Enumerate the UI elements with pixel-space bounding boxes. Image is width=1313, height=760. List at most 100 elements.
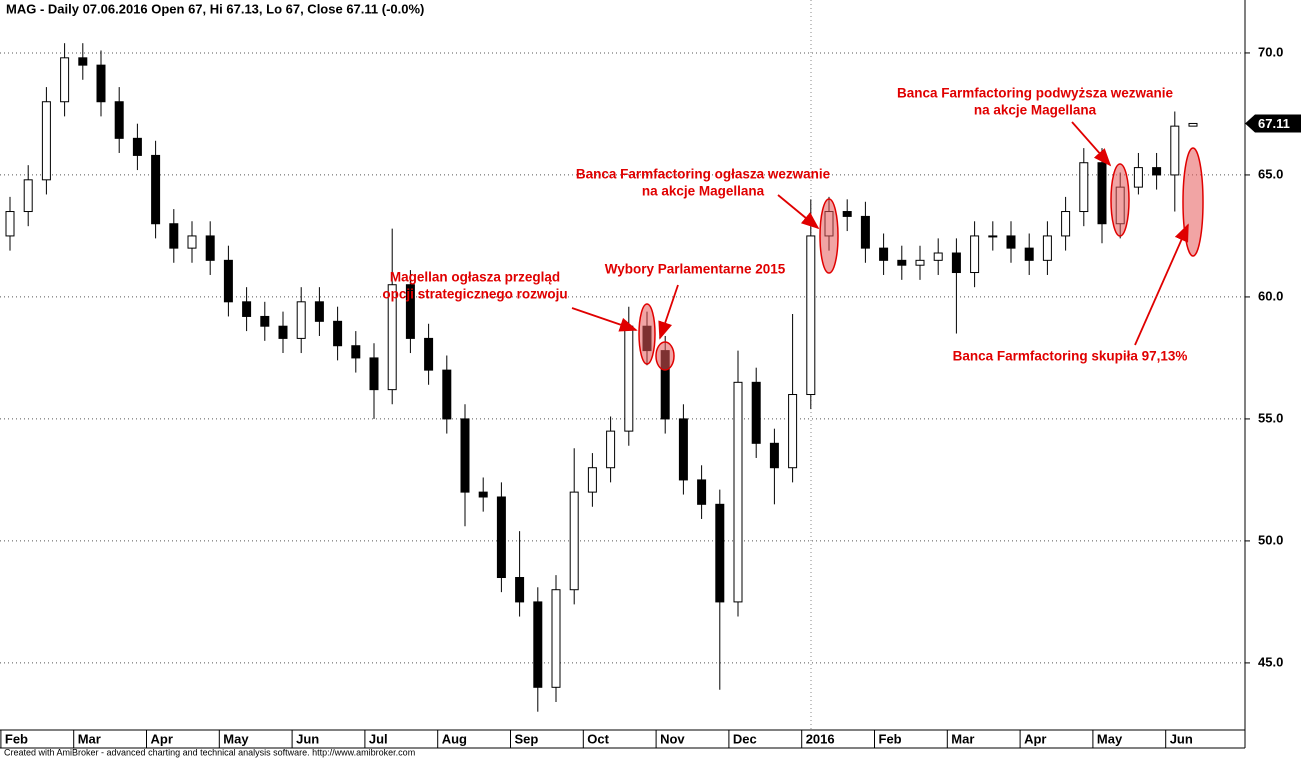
candle-body — [1188, 122, 1198, 127]
x-tick-label: Apr — [1024, 731, 1046, 746]
annotation: na akcje Magellana — [974, 103, 1097, 118]
x-tick-label: May — [223, 731, 249, 746]
candle-body — [551, 589, 561, 688]
candle-body — [5, 211, 15, 237]
annotation: na akcje Magellana — [642, 184, 765, 199]
candle-body — [387, 284, 397, 391]
y-tick-label: 60.0 — [1258, 288, 1283, 303]
candle-body — [60, 57, 70, 103]
candle-body — [897, 259, 907, 266]
x-tick-label: Jun — [1170, 731, 1193, 746]
arrow — [571, 307, 638, 332]
candle-body — [879, 247, 889, 261]
x-tick-label: May — [1097, 731, 1123, 746]
candle-body — [223, 259, 233, 303]
candle-body — [533, 601, 543, 688]
candle-body — [41, 101, 51, 181]
x-tick-label: Jul — [369, 731, 388, 746]
arrow — [1134, 223, 1189, 346]
candle-body — [460, 418, 470, 493]
annotation: Wybory Parlamentarne 2015 — [605, 262, 786, 277]
candle-body — [733, 381, 743, 603]
candle-body — [132, 137, 142, 156]
candle-body — [806, 235, 816, 396]
candle-body — [260, 315, 270, 327]
annotation: Banca Farmfactoring skupiła 97,13% — [953, 349, 1188, 364]
candle-body — [351, 345, 361, 359]
x-tick-label: Aug — [442, 731, 467, 746]
candle-body — [1006, 235, 1016, 249]
candle-body — [333, 320, 343, 347]
plot — [0, 43, 1245, 712]
candle-body — [788, 394, 798, 469]
candle-body — [606, 430, 616, 469]
y-tick-label: 45.0 — [1258, 654, 1283, 669]
candle-body — [78, 57, 88, 66]
candle-body — [1170, 125, 1180, 176]
candle-body — [151, 154, 161, 225]
candle-body — [624, 325, 634, 432]
candle-body — [587, 467, 597, 493]
candle-body — [1097, 162, 1107, 225]
arrow — [658, 284, 679, 340]
candle-body — [988, 235, 998, 238]
candle-body — [569, 491, 579, 591]
highlight — [655, 341, 675, 371]
highlight — [1182, 147, 1204, 257]
arrow — [777, 194, 820, 230]
candle-body — [860, 215, 870, 249]
candle-body — [405, 284, 415, 339]
last-price-label: 67.11 — [1258, 116, 1290, 131]
candle-body — [424, 337, 434, 371]
candle-body — [769, 442, 779, 469]
x-tick-label: 2016 — [806, 731, 835, 746]
annotation: Banca Farmfactoring podwyższa wezwanie — [897, 86, 1174, 101]
footer: Created with AmiBroker - advanced charti… — [4, 747, 415, 757]
candle-body — [314, 301, 324, 322]
arrow — [1071, 121, 1112, 167]
candle-body — [369, 357, 379, 391]
candle-body — [114, 101, 124, 139]
candle-body — [842, 211, 852, 217]
annotation: Magellan ogłasza przegląd — [390, 270, 560, 285]
annotation: Banca Farmfactoring ogłasza wezwanie — [576, 167, 831, 182]
y-tick-label: 55.0 — [1258, 410, 1283, 425]
x-tick-label: Feb — [5, 731, 28, 746]
x-tick-label: Mar — [78, 731, 101, 746]
candle-body — [1152, 167, 1162, 176]
candle-body — [751, 381, 761, 444]
candle-body — [515, 577, 525, 603]
highlight — [638, 303, 656, 365]
candle-body — [442, 369, 452, 420]
highlight — [819, 198, 839, 274]
x-tick-label: Sep — [515, 731, 539, 746]
candle-body — [678, 418, 688, 481]
candle-body — [242, 301, 252, 317]
chart-title: MAG - Daily 07.06.2016 Open 67, Hi 67.13… — [6, 1, 424, 16]
candle-body — [1133, 167, 1143, 188]
candle-body — [205, 235, 215, 261]
candle-body — [478, 491, 488, 498]
highlights — [638, 147, 1204, 371]
x-tick-label: Mar — [951, 731, 974, 746]
candle-body — [1079, 162, 1089, 213]
y-tick-label: 70.0 — [1258, 44, 1283, 59]
highlight — [1110, 163, 1130, 237]
x-tick-label: Dec — [733, 731, 757, 746]
x-tick-label: Jun — [296, 731, 319, 746]
candle-body — [187, 235, 197, 249]
arrows — [571, 121, 1189, 346]
last-price-box — [1245, 114, 1301, 133]
candle-body — [933, 252, 943, 261]
candle-body — [23, 179, 33, 213]
candle-body — [715, 503, 725, 603]
candle-body — [1024, 247, 1034, 261]
candle-body — [1042, 235, 1052, 261]
candle-body — [1061, 211, 1071, 237]
candle-body — [496, 496, 506, 579]
annotation: opcji strategicznego rozwoju — [382, 287, 567, 302]
candle-body — [296, 301, 306, 339]
y-tick-label: 50.0 — [1258, 532, 1283, 547]
